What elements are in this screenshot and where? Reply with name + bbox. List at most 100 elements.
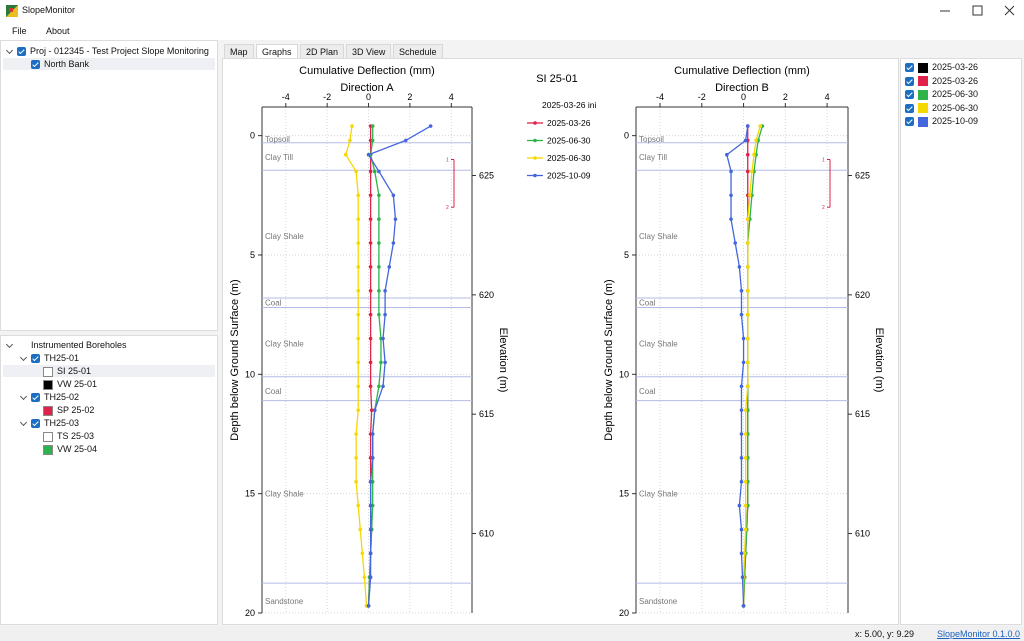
tree-row[interactable]: VW 25-04	[3, 443, 215, 455]
tab[interactable]: Map	[224, 44, 254, 59]
data-point	[387, 265, 391, 269]
series-entry[interactable]: 2025-06-30	[905, 88, 978, 100]
tree-row[interactable]: SP 25-02	[3, 404, 215, 416]
data-point	[742, 604, 746, 608]
layer-label: Topsoil	[265, 135, 290, 144]
checkbox[interactable]	[31, 419, 40, 428]
data-point	[367, 604, 371, 608]
data-point	[367, 153, 371, 157]
data-point	[733, 241, 737, 245]
data-point	[354, 480, 358, 484]
layer-label: Clay Shale	[639, 232, 678, 241]
instrument-swatch	[43, 367, 53, 377]
y-tick-label: 15	[619, 489, 629, 499]
window-controls[interactable]	[930, 0, 1024, 22]
checkbox[interactable]	[31, 354, 40, 363]
data-point	[742, 361, 746, 365]
data-point	[373, 170, 377, 174]
data-point	[371, 432, 375, 436]
data-point	[371, 456, 375, 460]
chart: Cumulative Deflection (mm)Direction B-4-…	[603, 65, 885, 618]
data-point	[358, 528, 362, 532]
tree-row[interactable]: TH25-01	[19, 352, 79, 364]
tree-row[interactable]: TS 25-03	[3, 430, 215, 442]
data-point	[356, 241, 360, 245]
legend-baseline: 2025-03-26 ini	[542, 100, 596, 110]
menu-item[interactable]: About	[46, 26, 70, 36]
data-point	[744, 432, 748, 436]
data-point	[369, 337, 373, 341]
x-tick-label: 0	[366, 92, 371, 102]
tab[interactable]: Schedule	[393, 44, 443, 59]
y-axis-label: Depth below Ground Surface (m)	[603, 279, 615, 440]
menu-item[interactable]: File	[12, 26, 27, 36]
data-point	[746, 384, 750, 388]
data-point	[744, 480, 748, 484]
series-entry[interactable]: 2025-03-26	[905, 75, 978, 87]
tree-row[interactable]: TH25-02	[19, 391, 79, 403]
tree-row[interactable]: North Bank	[3, 58, 215, 70]
tab[interactable]: 2D Plan	[300, 44, 344, 59]
data-point	[371, 124, 375, 128]
x-tick-label: -2	[698, 92, 706, 102]
tree-row[interactable]: Instrumented Boreholes	[5, 339, 127, 351]
checkbox[interactable]	[905, 90, 914, 99]
series-entry[interactable]: 2025-03-26	[905, 61, 978, 73]
x-tick-label: 0	[741, 92, 746, 102]
x-tick-label: 4	[449, 92, 454, 102]
data-point	[356, 384, 360, 388]
checkbox[interactable]	[905, 77, 914, 86]
data-point	[392, 241, 396, 245]
expander	[20, 419, 27, 426]
data-point	[740, 432, 744, 436]
data-point	[392, 194, 396, 198]
layer-label: Clay Shale	[639, 490, 678, 499]
checkbox[interactable]	[905, 117, 914, 126]
expander	[6, 47, 13, 54]
data-point	[754, 139, 758, 143]
data-point	[356, 408, 360, 412]
y-tick-label: 5	[624, 250, 629, 260]
x-tick-label: 2	[407, 92, 412, 102]
data-point	[369, 504, 373, 508]
layer-label: Clay Till	[265, 153, 293, 162]
layer-label: Coal	[639, 387, 656, 396]
data-point	[370, 408, 374, 412]
checkbox[interactable]	[31, 393, 40, 402]
series-label: 2025-10-09	[932, 116, 978, 126]
tree-row[interactable]: SI 25-01	[3, 365, 215, 377]
instrument-label: VW 25-01	[57, 379, 97, 389]
series-line	[744, 126, 763, 606]
checkbox[interactable]	[905, 63, 914, 72]
series-swatch	[918, 90, 928, 100]
checkbox[interactable]	[31, 60, 40, 69]
data-point	[744, 408, 748, 412]
version-link[interactable]: SlopeMonitor 0.1.0.0	[937, 629, 1020, 639]
legend-label: 2025-03-26	[547, 118, 591, 128]
legend-marker	[533, 139, 537, 143]
checkbox[interactable]	[905, 104, 914, 113]
data-point	[383, 313, 387, 317]
x-tick-label: 4	[825, 92, 830, 102]
series-entry[interactable]: 2025-06-30	[905, 102, 978, 114]
tab[interactable]: Graphs	[256, 44, 298, 59]
data-point	[746, 241, 750, 245]
tree-row[interactable]: VW 25-01	[3, 378, 215, 390]
data-point	[383, 361, 387, 365]
data-point	[348, 139, 352, 143]
instrument-swatch	[43, 406, 53, 416]
checkbox[interactable]	[17, 47, 26, 56]
tree-row[interactable]: TH25-03	[19, 417, 79, 429]
data-point	[743, 552, 747, 556]
series-line	[369, 126, 431, 606]
tree-row[interactable]: Proj - 012345 - Test Project Slope Monit…	[5, 45, 209, 57]
layer-label: Sandstone	[265, 597, 304, 606]
data-point	[742, 337, 746, 341]
series-entry[interactable]: 2025-10-09	[905, 115, 978, 127]
data-point	[740, 528, 744, 532]
layer-label: Clay Shale	[265, 339, 304, 348]
data-point	[377, 217, 381, 221]
tab[interactable]: 3D View	[346, 44, 391, 59]
data-point	[354, 432, 358, 436]
